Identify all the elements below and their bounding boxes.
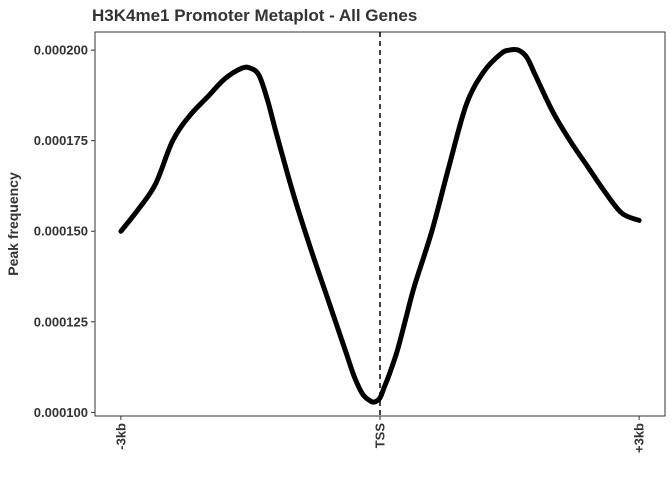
chart-title: H3K4me1 Promoter Metaplot - All Genes (92, 6, 417, 25)
y-tick-label: 0.000175 (34, 133, 88, 148)
y-axis-ticks: 0.000100 0.000125 0.000150 0.000175 0.000200 (34, 43, 95, 420)
y-axis-label: Peak frequency (5, 172, 21, 276)
x-axis-ticks: -3kb TSS +3kb (113, 416, 647, 453)
y-tick-label: 0.000125 (34, 314, 88, 329)
y-tick-label: 0.000200 (34, 43, 88, 58)
y-tick-label: 0.000150 (34, 224, 88, 239)
y-tick-label: 0.000100 (34, 405, 88, 420)
series-line (118, 46, 642, 405)
x-tick-label: +3kb (632, 423, 647, 453)
x-tick-label: TSS (373, 423, 388, 449)
x-tick-label: -3kb (113, 423, 128, 450)
